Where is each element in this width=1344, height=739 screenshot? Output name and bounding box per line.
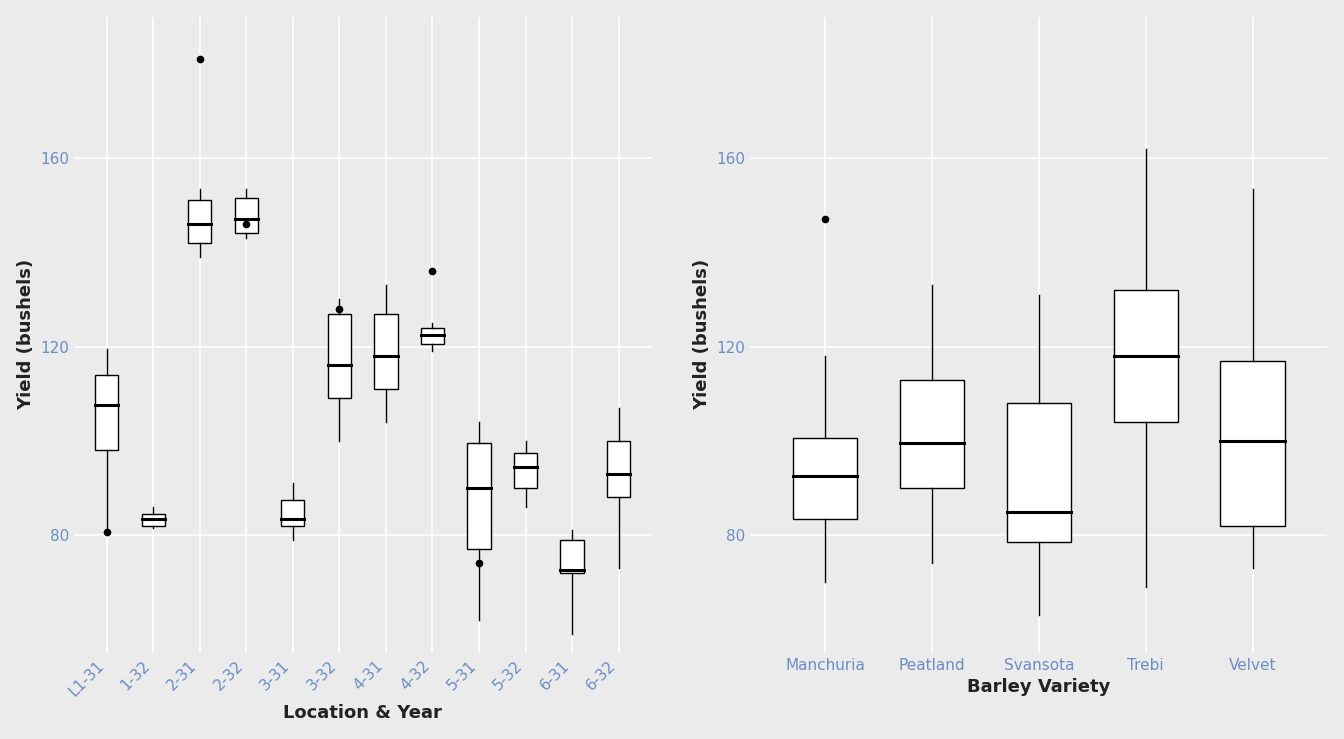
Bar <box>1220 361 1285 525</box>
Bar <box>793 438 857 519</box>
Bar <box>374 313 398 389</box>
Bar <box>513 452 538 488</box>
Bar <box>607 441 630 497</box>
X-axis label: Barley Variety: Barley Variety <box>968 678 1110 696</box>
Y-axis label: Yield (bushels): Yield (bushels) <box>694 259 711 410</box>
Y-axis label: Yield (bushels): Yield (bushels) <box>16 259 35 410</box>
Bar <box>328 313 351 398</box>
Bar <box>560 539 583 573</box>
X-axis label: Location & Year: Location & Year <box>284 704 442 722</box>
Bar <box>468 443 491 549</box>
Bar <box>188 200 211 243</box>
Bar <box>1007 403 1071 542</box>
Bar <box>95 375 118 450</box>
Bar <box>1114 290 1177 422</box>
Bar <box>235 198 258 234</box>
Bar <box>421 327 444 344</box>
Bar <box>141 514 165 525</box>
Bar <box>900 380 964 488</box>
Bar <box>281 500 305 525</box>
